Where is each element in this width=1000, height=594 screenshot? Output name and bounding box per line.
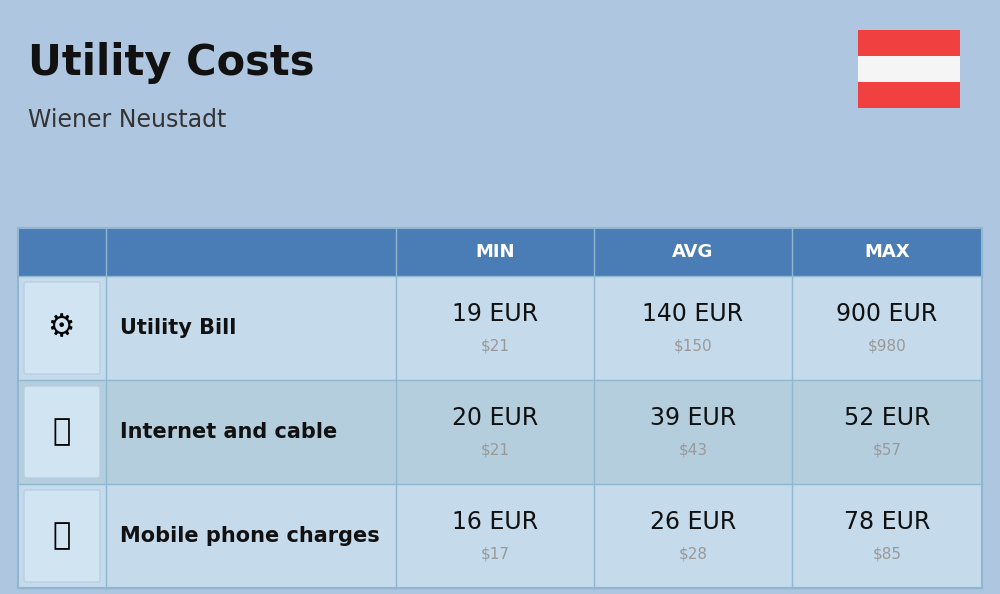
- Text: AVG: AVG: [672, 243, 714, 261]
- Bar: [18, 228, 982, 276]
- Text: 26 EUR: 26 EUR: [650, 510, 736, 534]
- Text: Utility Costs: Utility Costs: [28, 42, 314, 84]
- Text: 52 EUR: 52 EUR: [844, 406, 930, 430]
- Text: Mobile phone charges: Mobile phone charges: [120, 526, 380, 546]
- Bar: [18, 380, 982, 484]
- Text: 78 EUR: 78 EUR: [844, 510, 930, 534]
- Bar: [858, 56, 960, 82]
- Text: $17: $17: [480, 546, 510, 561]
- Text: Internet and cable: Internet and cable: [120, 422, 337, 442]
- FancyBboxPatch shape: [24, 282, 100, 374]
- FancyBboxPatch shape: [24, 490, 100, 582]
- Text: 140 EUR: 140 EUR: [642, 302, 744, 326]
- Text: $57: $57: [872, 443, 902, 457]
- Text: 📱: 📱: [53, 522, 71, 551]
- Text: 20 EUR: 20 EUR: [452, 406, 538, 430]
- Text: $85: $85: [872, 546, 902, 561]
- Text: $980: $980: [868, 339, 906, 353]
- Bar: [18, 228, 982, 588]
- Text: ⚙️: ⚙️: [48, 314, 76, 343]
- Text: Utility Bill: Utility Bill: [120, 318, 236, 338]
- Bar: [18, 276, 982, 380]
- Text: MAX: MAX: [864, 243, 910, 261]
- Text: $43: $43: [678, 443, 708, 457]
- Bar: [858, 30, 960, 56]
- Text: 39 EUR: 39 EUR: [650, 406, 736, 430]
- Text: $21: $21: [480, 339, 510, 353]
- Text: Wiener Neustadt: Wiener Neustadt: [28, 108, 226, 132]
- Text: $150: $150: [674, 339, 712, 353]
- Bar: [858, 82, 960, 108]
- Text: MIN: MIN: [475, 243, 515, 261]
- Bar: [18, 484, 982, 588]
- Text: $28: $28: [678, 546, 708, 561]
- Text: $21: $21: [480, 443, 510, 457]
- Text: 900 EUR: 900 EUR: [836, 302, 938, 326]
- Text: 📡: 📡: [53, 418, 71, 447]
- Text: 16 EUR: 16 EUR: [452, 510, 538, 534]
- FancyBboxPatch shape: [24, 386, 100, 478]
- Text: 19 EUR: 19 EUR: [452, 302, 538, 326]
